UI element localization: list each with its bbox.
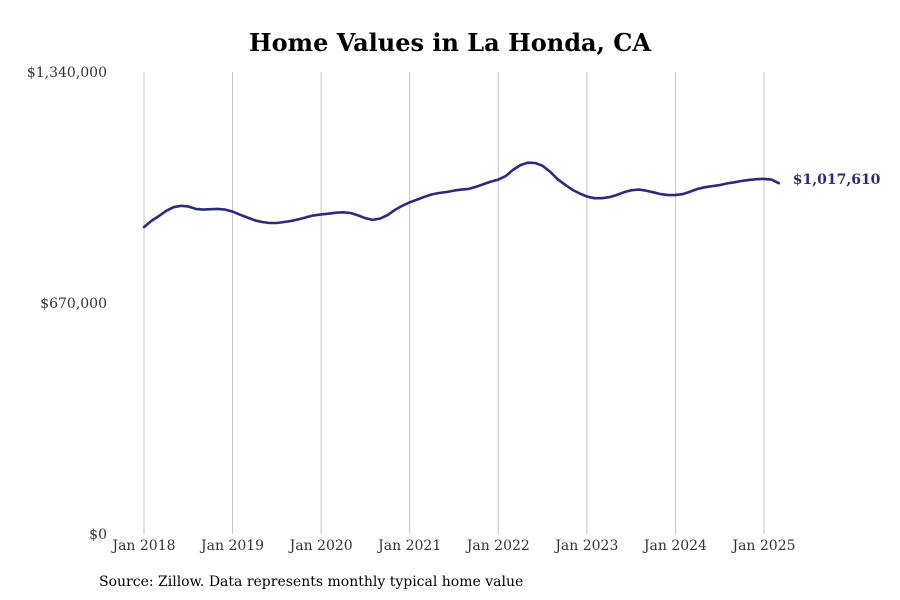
grid-lines — [143, 72, 765, 534]
x-tick-label: Jan 2022 — [465, 538, 530, 554]
y-tick-label: $670,000 — [40, 296, 107, 312]
series-layer — [142, 161, 781, 229]
y-tick-label: $1,340,000 — [27, 65, 107, 81]
x-axis: Jan 2018 Jan 2019 Jan 2020 Jan 2021 Jan 2022… — [110, 538, 795, 554]
value-label-layer: $1,017,610 — [793, 172, 881, 188]
y-axis: $0 $670,000 $1,340,000 — [27, 65, 107, 543]
y-tick-label: $0 — [89, 527, 107, 543]
chart-title: Home Values in La Honda, CA — [249, 28, 651, 57]
last-value-label: $1,017,610 — [793, 172, 881, 188]
x-tick-label: Jan 2025 — [730, 538, 795, 554]
series-line — [142, 161, 781, 229]
x-tick-label: Jan 2019 — [199, 538, 264, 554]
x-tick-label: Jan 2023 — [553, 538, 618, 554]
x-tick-label: Jan 2021 — [376, 538, 441, 554]
x-tick-label: Jan 2018 — [110, 538, 175, 554]
source-note: Source: Zillow. Data represents monthly … — [99, 574, 524, 590]
x-tick-label: Jan 2024 — [642, 538, 707, 554]
x-tick-label: Jan 2020 — [288, 538, 353, 554]
